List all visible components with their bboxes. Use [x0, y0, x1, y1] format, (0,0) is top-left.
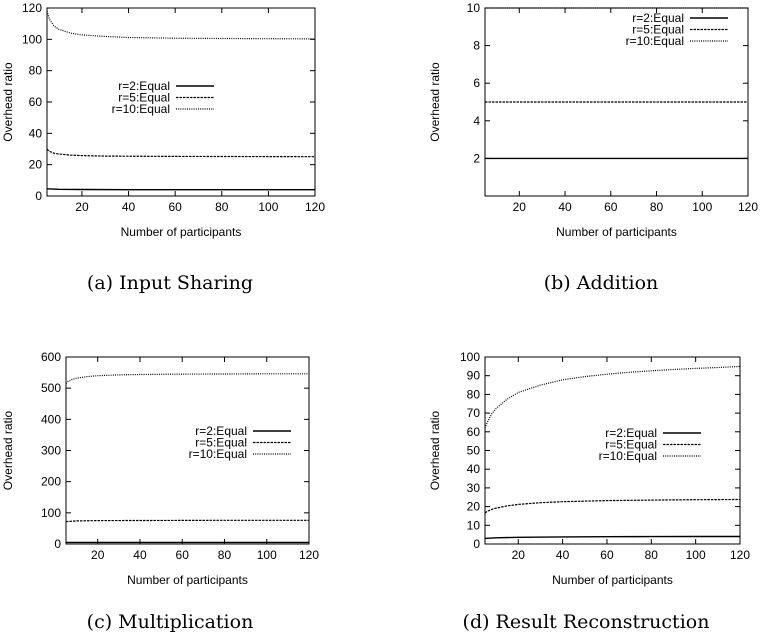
chart-multiplication: 20 40 60 80 100 120 0 100 200 300 400 500 600 Number …: [1, 350, 319, 587]
series-line-1: [46, 148, 316, 158]
y-tick-label: 60: [467, 425, 481, 439]
x-tick-label: 60: [604, 200, 618, 214]
y-tick-label: 8: [473, 39, 480, 53]
chart-panel-result-reconstruction: 20 40 60 80 100 120 0 10 20 30 40 50 60 70 80 90 100 Numb…: [381, 321, 762, 643]
series-line-2: [46, 10, 316, 40]
legend-label: r=10:Equal: [599, 449, 657, 463]
caption-input-sharing: (a) Input Sharing: [86, 272, 254, 294]
y-tick-label: 50: [467, 444, 481, 458]
y-tick-label: 0: [473, 537, 480, 551]
y-tick-label: 500: [41, 381, 61, 395]
chart-panel-addition: 20 40 60 80 100 120 2 4 6 8 10 Number of participan…: [381, 0, 762, 321]
x-tick-label: 80: [645, 548, 659, 562]
x-tick-label: 80: [650, 200, 664, 214]
chart-input-sharing: 20 40 60 80 100 120 0 20 40 60 80 100 120 Number of p…: [1, 1, 325, 239]
x-tick-label: 40: [558, 200, 572, 214]
legend-label: r=2:Equal: [632, 11, 684, 25]
x-axis-label: Number of participants: [127, 573, 248, 587]
x-axis-label: Number of participants: [552, 573, 673, 587]
y-tick-label: 300: [41, 444, 61, 458]
y-tick-label: 10: [467, 518, 481, 532]
x-tick-label: 60: [168, 200, 182, 214]
x-axis-label: Number of participants: [556, 225, 677, 239]
x-tick-label: 60: [176, 548, 190, 562]
x-tick-label: 100: [257, 548, 277, 562]
legend-label: r=2:Equal: [605, 426, 657, 440]
x-tick-label: 20: [512, 548, 526, 562]
x-tick-label: 20: [75, 200, 89, 214]
y-tick-label: 20: [467, 500, 481, 514]
legend-label: r=5:Equal: [632, 23, 684, 37]
y-axis-label: Overhead ratio: [428, 62, 442, 142]
x-tick-label: 40: [122, 200, 136, 214]
x-tick-label: 100: [258, 200, 278, 214]
chart-addition: 20 40 60 80 100 120 2 4 6 8 10 Number of participan…: [428, 1, 758, 239]
plot-frame: [46, 7, 316, 197]
x-tick-label: 120: [305, 200, 325, 214]
x-tick-label: 100: [692, 200, 712, 214]
y-tick-label: 90: [467, 369, 481, 383]
y-tick-label: 40: [29, 126, 43, 140]
legend-label: r=5:Equal: [195, 436, 247, 450]
y-tick-label: 60: [29, 95, 43, 109]
y-tick-label: 0: [35, 189, 42, 203]
series-line-0: [484, 535, 740, 540]
series-line-1: [65, 519, 309, 523]
series-line-2: [65, 373, 309, 384]
legend-label: r=10:Equal: [112, 102, 170, 116]
x-tick-label: 20: [513, 200, 527, 214]
x-tick-label: 40: [556, 548, 570, 562]
caption-addition: (b) Addition: [543, 272, 659, 294]
y-tick-label: 4: [473, 114, 480, 128]
x-tick-label: 80: [218, 548, 232, 562]
series-line-1: [484, 498, 741, 514]
x-tick-label: 60: [600, 548, 614, 562]
chart-panel-input-sharing: 20 40 60 80 100 120 0 20 40 60 80 100 120 Number of p…: [0, 0, 381, 321]
x-tick-label: 120: [299, 548, 319, 562]
y-axis-label: Overhead ratio: [1, 62, 15, 142]
y-tick-label: 2: [473, 151, 480, 165]
legend-label: r=2:Equal: [118, 79, 170, 93]
y-tick-label: 6: [473, 76, 480, 90]
y-tick-label: 100: [22, 32, 42, 46]
chart-panel-multiplication: 20 40 60 80 100 120 0 100 200 300 400 500 600 Number …: [0, 321, 381, 643]
y-tick-label: 30: [467, 481, 481, 495]
caption-multiplication: (c) Multiplication: [86, 611, 254, 633]
legend-label: r=2:Equal: [195, 424, 247, 438]
y-axis-label: Overhead ratio: [1, 410, 15, 490]
y-tick-label: 0: [54, 537, 61, 551]
y-tick-label: 80: [29, 64, 43, 78]
y-tick-label: 100: [41, 506, 61, 520]
legend-label: r=5:Equal: [118, 91, 170, 105]
y-axis-label: Overhead ratio: [428, 410, 442, 490]
legend-label: r=5:Equal: [605, 438, 657, 452]
y-tick-label: 600: [41, 350, 61, 364]
y-tick-label: 120: [22, 1, 42, 15]
y-tick-label: 70: [467, 406, 481, 420]
y-tick-label: 20: [29, 158, 43, 172]
x-tick-label: 80: [215, 200, 229, 214]
x-tick-label: 120: [730, 548, 750, 562]
x-tick-label: 120: [738, 200, 758, 214]
y-tick-label: 40: [467, 462, 481, 476]
legend-label: r=10:Equal: [626, 34, 684, 48]
x-tick-label: 20: [91, 548, 105, 562]
y-tick-label: 100: [460, 350, 480, 364]
y-tick-label: 400: [41, 412, 61, 426]
y-tick-label: 10: [467, 1, 481, 15]
x-tick-label: 100: [686, 548, 706, 562]
y-tick-label: 80: [467, 387, 481, 401]
x-axis-label: Number of participants: [121, 225, 242, 239]
x-tick-label: 40: [133, 548, 147, 562]
plot-frame: [65, 356, 310, 545]
chart-result-reconstruction: 20 40 60 80 100 120 0 10 20 30 40 50 60 70 80 90 100 Numb…: [428, 350, 750, 587]
y-tick-label: 200: [41, 475, 61, 489]
caption-result-reconstruction: (d) Result Reconstruction: [462, 611, 710, 633]
series-line-2: [484, 365, 741, 429]
legend-label: r=10:Equal: [189, 447, 247, 461]
series-line-0: [46, 188, 315, 191]
